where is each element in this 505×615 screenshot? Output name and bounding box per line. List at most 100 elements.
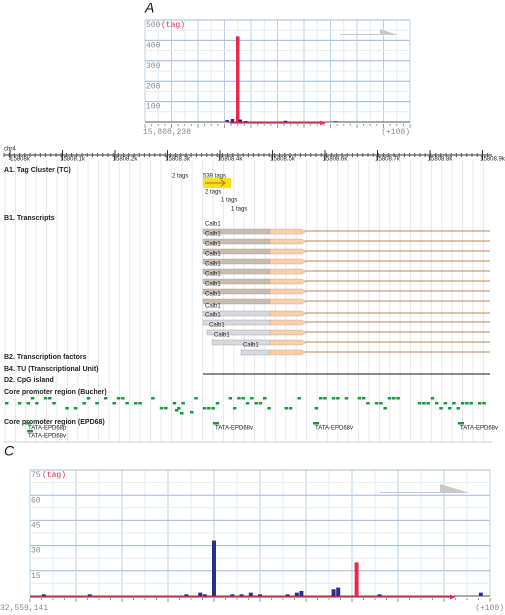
y-tick-label: 400 (146, 42, 161, 51)
exon (269, 329, 307, 336)
tag-label: 2 tags (205, 190, 221, 196)
transcript-label: Calb1 (205, 292, 221, 298)
epd-label: TATA-EPD68v (460, 426, 498, 432)
y-tick-label: 100 (146, 103, 161, 112)
transcript-label: Calb1 (205, 222, 221, 228)
exon (269, 248, 307, 255)
tag-label: 2 tags (172, 174, 188, 180)
promoter-mark (336, 397, 340, 400)
transcript-label: Calb1 (205, 262, 221, 268)
y-tick-label: 45 (31, 522, 41, 531)
ruler-label: 15808.6k (323, 157, 349, 163)
transcript-label: Calb1 (205, 304, 221, 310)
promoter-mark (43, 397, 48, 400)
epd-mark (213, 422, 219, 425)
promoter-mark (116, 397, 121, 400)
promoter-mark (112, 402, 116, 405)
promoter-mark (482, 402, 486, 405)
epd-mark (313, 422, 319, 425)
y-unit: (tag) (42, 471, 66, 480)
gray-arrow (380, 484, 470, 493)
promoter-mark (314, 407, 319, 410)
track-label: B2. Transcription factors (4, 354, 87, 361)
x-end-label: (+100) (475, 604, 504, 613)
promoter-mark (138, 402, 142, 405)
promoter-mark (366, 402, 370, 405)
promoter-mark (103, 397, 108, 400)
exon (269, 298, 307, 305)
ruler-label: 15808.5k (270, 157, 296, 163)
transcript-label: Calb1 (243, 343, 259, 349)
promoter-mark (65, 407, 69, 410)
promoter-mark (95, 402, 99, 405)
bar (336, 587, 341, 596)
promoter-mark (207, 407, 211, 410)
promoter-mark (443, 402, 448, 405)
bar (239, 594, 244, 596)
bar (248, 592, 253, 596)
promoter-mark (245, 402, 250, 405)
exon (269, 228, 307, 235)
exon-utr (240, 349, 271, 356)
promoter-mark (297, 397, 301, 400)
tag-label: 539 tags (203, 174, 226, 180)
promoter-mark (86, 397, 91, 400)
track-label: Core promoter region (EPD68) (4, 419, 105, 426)
promoter-mark (422, 402, 426, 405)
transcript-label: Calb1 (205, 313, 221, 319)
promoter-mark (180, 412, 184, 415)
promoter-mark (35, 402, 39, 405)
tag-label: 1 tags (231, 207, 247, 213)
promoter-mark (164, 407, 168, 410)
panel-label: A (144, 0, 154, 16)
epd-label: TATA-EPD68p (28, 426, 67, 432)
ruler-label: 15808.7k (375, 157, 401, 163)
bar (230, 118, 235, 122)
track-label: A1. Tag Cluster (TC) (4, 167, 71, 174)
exon (269, 238, 307, 245)
bar (258, 594, 262, 596)
promoter-mark (361, 397, 366, 400)
promoter-mark (288, 407, 293, 410)
ruler-label: 15808.4k (218, 157, 244, 163)
bar (184, 594, 189, 596)
transcript-label: Calb1 (205, 252, 221, 258)
promoter-mark (228, 397, 233, 400)
y-tick-label: 200 (146, 82, 161, 91)
promoter-mark (190, 411, 194, 414)
strand-arrow-head (450, 594, 455, 600)
ruler-label: 15808.3k (165, 157, 191, 163)
transcript-label: Calb1 (214, 333, 230, 339)
promoter-mark (30, 397, 35, 400)
y-tick-label: 15 (31, 572, 41, 581)
promoter-mark (430, 397, 435, 400)
promoter-mark (318, 397, 323, 400)
promoter-mark (396, 397, 400, 400)
y-tick-label: 500 (146, 21, 161, 30)
promoter-mark (177, 407, 181, 410)
promoter-mark (151, 397, 155, 400)
promoter-mark (284, 407, 288, 410)
ruler-label: 15808.2k (113, 157, 139, 163)
exon (269, 258, 307, 265)
strand-arrow-head (320, 120, 326, 126)
promoter-mark (344, 397, 349, 400)
bar (198, 592, 203, 596)
promoter-mark (82, 402, 86, 405)
bar (225, 119, 229, 122)
promoter-mark (357, 397, 362, 400)
x-start-label: 15,808,238 (143, 128, 191, 137)
y-tick-label: 60 (31, 496, 41, 505)
tag-label: 1 tags (221, 198, 237, 204)
bar (285, 594, 290, 596)
panel-label: C (4, 443, 15, 459)
promoter-mark (435, 402, 439, 405)
exon (269, 268, 307, 275)
promoter-mark (417, 402, 422, 405)
promoter-mark (447, 407, 452, 410)
ruler-label: 15808k (10, 157, 31, 163)
ruler-label: 15808.1k (60, 157, 86, 163)
bar (334, 121, 338, 122)
epd-mark (27, 430, 33, 433)
